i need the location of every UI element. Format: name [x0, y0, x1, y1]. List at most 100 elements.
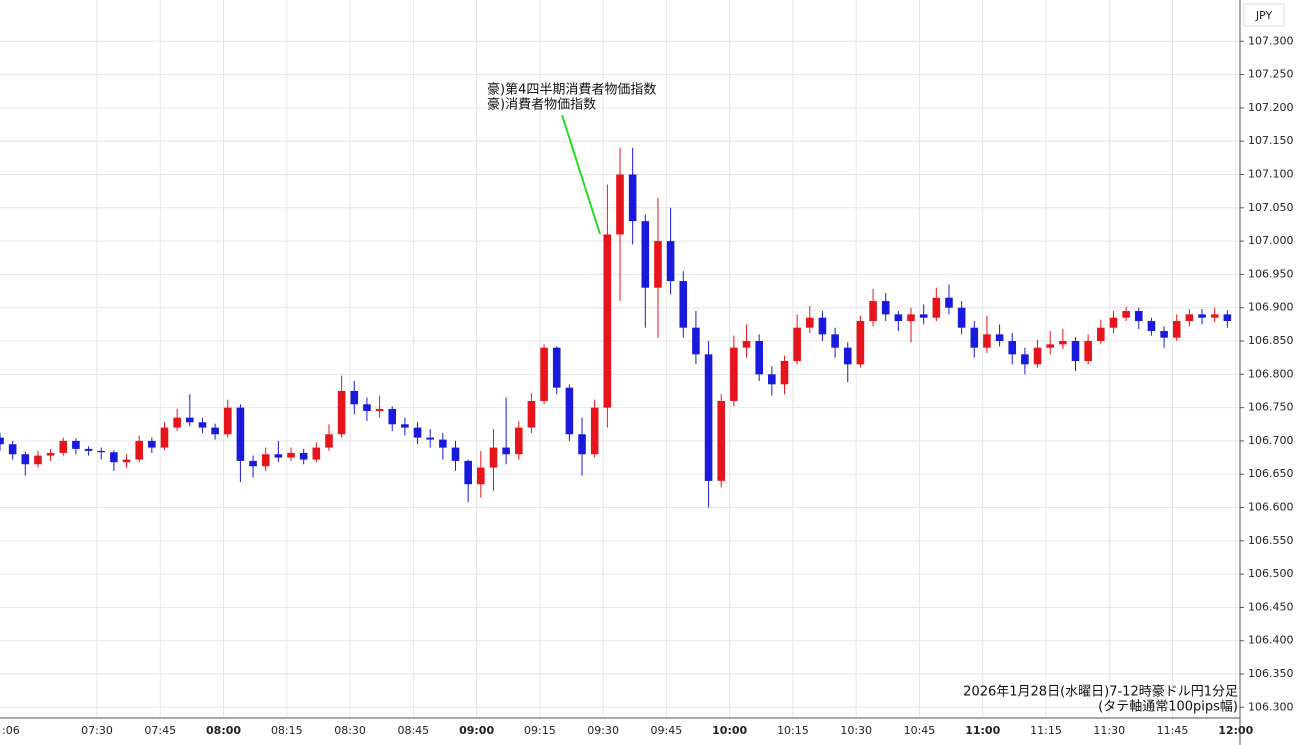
candle-body — [970, 327, 979, 348]
candle-body — [540, 347, 548, 401]
candle-body — [806, 317, 814, 328]
y-tick-label: 106.350 — [1248, 667, 1294, 680]
candle-body — [34, 455, 42, 465]
caption: (タテ軸通常100pips幅) — [1098, 700, 1238, 715]
candle-body — [1210, 314, 1219, 318]
candle-body — [1122, 311, 1130, 318]
x-tick-label: 10:00 — [712, 724, 747, 737]
candle-body — [439, 439, 447, 448]
candle-body — [1084, 341, 1092, 361]
candle-body — [945, 297, 953, 308]
x-tick-label: 08:00 — [206, 724, 241, 737]
candle-body — [983, 334, 991, 348]
candle-body — [299, 452, 308, 460]
candle-body — [135, 440, 143, 460]
candle-body — [654, 241, 662, 288]
candle-body — [287, 452, 295, 458]
candle-body — [97, 450, 106, 453]
y-tick-label: 106.650 — [1248, 467, 1294, 480]
candle-body — [211, 427, 219, 435]
candle-body — [894, 314, 903, 322]
candle-body — [919, 314, 928, 318]
y-tick-label: 107.200 — [1248, 101, 1294, 114]
y-tick-label: 106.850 — [1248, 334, 1294, 347]
x-tick-label: 10:15 — [777, 724, 809, 737]
y-tick-label: 106.900 — [1248, 301, 1294, 314]
candle-body — [122, 459, 131, 463]
x-tick-label: 09:30 — [587, 724, 619, 737]
y-tick-label: 106.400 — [1248, 634, 1294, 647]
candle-body — [198, 422, 207, 428]
candle-body — [679, 281, 688, 328]
candle-body — [995, 334, 1004, 342]
x-tick-label: 12:00 — [1218, 724, 1253, 737]
x-axis-panel — [0, 718, 1240, 745]
candle-body — [628, 174, 637, 222]
candle-body — [489, 447, 498, 468]
candle-body — [514, 427, 523, 455]
candle-body — [274, 454, 283, 458]
x-tick-label: 09:45 — [651, 724, 683, 737]
y-tick-label: 106.800 — [1248, 367, 1294, 380]
candle-body — [856, 321, 865, 365]
x-tick-label: 09:15 — [524, 724, 556, 737]
y-tick-label: 106.500 — [1248, 567, 1294, 580]
candle-body — [363, 404, 371, 411]
candle-body — [742, 341, 751, 348]
x-tick-label: 11:15 — [1030, 724, 1062, 737]
candle-body — [1160, 331, 1168, 338]
y-tick-label: 106.950 — [1248, 267, 1294, 280]
candle-body — [46, 452, 55, 456]
candle-body — [502, 447, 510, 455]
candles — [0, 147, 1232, 508]
candle-body — [84, 448, 93, 451]
candle-body — [8, 444, 17, 455]
candle-body — [388, 408, 397, 425]
x-tick-label: 10:45 — [904, 724, 936, 737]
candle-body — [148, 440, 156, 448]
caption: 2026年1月28日(水曜日)7-12時豪ドル円1分足 — [963, 684, 1238, 700]
annotation-line — [561, 114, 601, 235]
candle-body — [692, 327, 700, 355]
candle-body — [818, 317, 827, 335]
candle-body — [793, 327, 801, 361]
candle-body — [730, 347, 738, 401]
candle-body — [755, 341, 763, 375]
candle-body — [426, 437, 434, 440]
candle-body — [375, 408, 384, 411]
candle-body — [1109, 317, 1118, 328]
x-tick-label: 10:30 — [840, 724, 872, 737]
candle-body — [160, 427, 169, 448]
y-tick-label: 106.600 — [1248, 501, 1294, 514]
candle-body — [21, 454, 30, 465]
candle-body — [401, 424, 409, 428]
candle-body — [413, 427, 422, 438]
candle-body — [907, 314, 915, 322]
candle-body — [1046, 344, 1054, 348]
candle-body — [768, 374, 776, 385]
y-tick-label: 107.000 — [1248, 234, 1294, 247]
x-tick-label: :06 — [2, 724, 20, 737]
candle-body — [616, 174, 624, 235]
candle-body — [59, 440, 68, 453]
x-tick-label: 09:00 — [459, 724, 494, 737]
candle-body — [451, 447, 460, 461]
candle-body — [72, 440, 80, 449]
x-tick-label: 11:30 — [1093, 724, 1125, 737]
candle-body — [603, 234, 612, 408]
candle-body — [312, 447, 321, 460]
x-tick-label: 11:45 — [1157, 724, 1189, 737]
candle-body — [1147, 321, 1156, 332]
y-tick-label: 106.450 — [1248, 600, 1294, 613]
candle-body — [173, 417, 181, 428]
candle-body — [704, 354, 713, 481]
candle-body — [565, 387, 574, 435]
candle-body — [325, 434, 333, 448]
candle-body — [110, 452, 118, 463]
currency: JPY — [1255, 9, 1273, 22]
y-axis: 106.300 106.350 106.400 106.450 106.500 106.5… — [1240, 34, 1294, 713]
candle-body — [527, 400, 536, 428]
candle-body — [350, 390, 359, 405]
candle-body — [1172, 321, 1181, 338]
